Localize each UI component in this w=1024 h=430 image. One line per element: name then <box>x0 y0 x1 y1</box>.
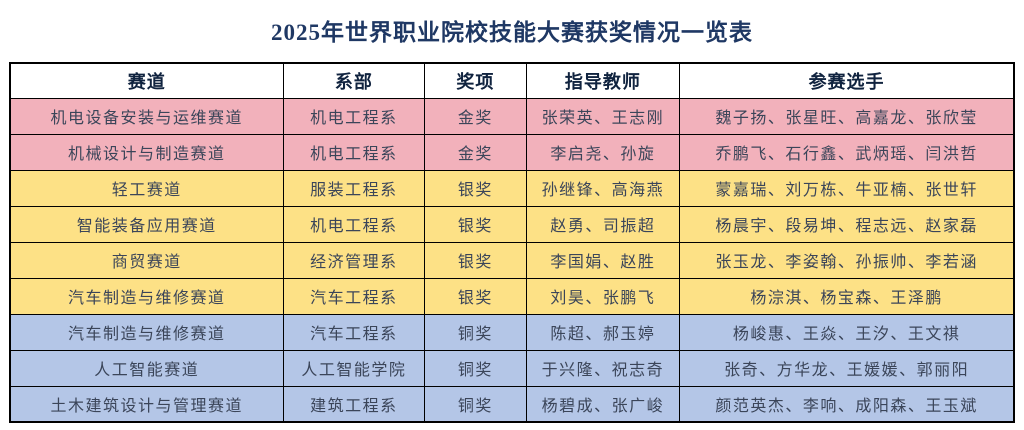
cell-players: 杨峻惠、王焱、王汐、王文祺 <box>679 313 1015 351</box>
cell-players: 杨晨宇、段易坤、程志远、赵家磊 <box>679 205 1015 243</box>
cell-award: 银奖 <box>424 241 527 279</box>
cell-track: 汽车制造与维修赛道 <box>9 313 284 351</box>
table-row: 汽车制造与维修赛道 汽车工程系 铜奖 陈超、郝玉婷 杨峻惠、王焱、王汐、王文祺 <box>9 313 1015 351</box>
cell-award: 铜奖 <box>424 385 527 423</box>
cell-track: 机电设备安装与运维赛道 <box>9 97 284 135</box>
table-row: 商贸赛道 经济管理系 银奖 李国娟、赵胜 张玉龙、李姿翰、孙振帅、李若涵 <box>9 241 1015 279</box>
cell-players: 蒙嘉瑞、刘万栋、牛亚楠、张世轩 <box>679 169 1015 207</box>
table-row: 土木建筑设计与管理赛道 建筑工程系 铜奖 杨碧成、张广峻 颜范英杰、李响、成阳森… <box>9 385 1015 423</box>
cell-track: 商贸赛道 <box>9 241 284 279</box>
cell-teachers: 赵勇、司振超 <box>525 205 681 243</box>
cell-award: 铜奖 <box>424 349 527 387</box>
table-row: 轻工赛道 服装工程系 银奖 孙继锋、高海燕 蒙嘉瑞、刘万栋、牛亚楠、张世轩 <box>9 169 1015 207</box>
cell-teachers: 刘昊、张鹏飞 <box>525 277 681 315</box>
page-title: 2025年世界职业院校技能大赛获奖情况一览表 <box>271 20 753 45</box>
cell-department: 建筑工程系 <box>282 385 426 423</box>
cell-award: 金奖 <box>424 133 527 171</box>
cell-teachers: 孙继锋、高海燕 <box>525 169 681 207</box>
cell-players: 乔鹏飞、石行鑫、武炳瑶、闫洪哲 <box>679 133 1015 171</box>
cell-track: 轻工赛道 <box>9 169 284 207</box>
column-header-teachers: 指导教师 <box>525 62 681 99</box>
cell-track: 土木建筑设计与管理赛道 <box>9 385 284 423</box>
cell-award: 金奖 <box>424 97 527 135</box>
cell-players: 杨淙淇、杨宝森、王泽鹏 <box>679 277 1015 315</box>
cell-players: 张奇、方华龙、王媛媛、郭丽阳 <box>679 349 1015 387</box>
cell-teachers: 张荣英、王志刚 <box>525 97 681 135</box>
cell-track: 人工智能赛道 <box>9 349 284 387</box>
cell-award: 银奖 <box>424 277 527 315</box>
cell-award: 铜奖 <box>424 313 527 351</box>
cell-track: 汽车制造与维修赛道 <box>9 277 284 315</box>
cell-department: 经济管理系 <box>282 241 426 279</box>
column-header-players: 参赛选手 <box>679 62 1015 99</box>
cell-department: 汽车工程系 <box>282 313 426 351</box>
cell-department: 人工智能学院 <box>282 349 426 387</box>
table-header-row: 赛道 系部 奖项 指导教师 参赛选手 <box>9 62 1015 99</box>
column-header-track: 赛道 <box>9 62 284 99</box>
column-header-department: 系部 <box>282 62 426 99</box>
table-row: 机电设备安装与运维赛道 机电工程系 金奖 张荣英、王志刚 魏子扬、张星旺、高嘉龙… <box>9 97 1015 135</box>
table-row: 汽车制造与维修赛道 汽车工程系 银奖 刘昊、张鹏飞 杨淙淇、杨宝森、王泽鹏 <box>9 277 1015 315</box>
cell-teachers: 李国娟、赵胜 <box>525 241 681 279</box>
column-header-award: 奖项 <box>424 62 527 99</box>
cell-track: 机械设计与制造赛道 <box>9 133 284 171</box>
cell-department: 机电工程系 <box>282 133 426 171</box>
cell-department: 机电工程系 <box>282 97 426 135</box>
cell-award: 银奖 <box>424 169 527 207</box>
cell-teachers: 陈超、郝玉婷 <box>525 313 681 351</box>
cell-teachers: 于兴隆、祝志奇 <box>525 349 681 387</box>
table-row: 人工智能赛道 人工智能学院 铜奖 于兴隆、祝志奇 张奇、方华龙、王媛媛、郭丽阳 <box>9 349 1015 387</box>
cell-players: 张玉龙、李姿翰、孙振帅、李若涵 <box>679 241 1015 279</box>
cell-department: 汽车工程系 <box>282 277 426 315</box>
table-row: 智能装备应用赛道 机电工程系 银奖 赵勇、司振超 杨晨宇、段易坤、程志远、赵家磊 <box>9 205 1015 243</box>
awards-table: 赛道 系部 奖项 指导教师 参赛选手 机电设备安装与运维赛道 机电工程系 金奖 … <box>9 62 1015 423</box>
cell-players: 魏子扬、张星旺、高嘉龙、张欣莹 <box>679 97 1015 135</box>
cell-department: 机电工程系 <box>282 205 426 243</box>
table-row: 机械设计与制造赛道 机电工程系 金奖 李启尧、孙旋 乔鹏飞、石行鑫、武炳瑶、闫洪… <box>9 133 1015 171</box>
cell-players: 颜范英杰、李响、成阳森、王玉斌 <box>679 385 1015 423</box>
cell-teachers: 杨碧成、张广峻 <box>525 385 681 423</box>
cell-teachers: 李启尧、孙旋 <box>525 133 681 171</box>
cell-department: 服装工程系 <box>282 169 426 207</box>
cell-track: 智能装备应用赛道 <box>9 205 284 243</box>
cell-award: 银奖 <box>424 205 527 243</box>
